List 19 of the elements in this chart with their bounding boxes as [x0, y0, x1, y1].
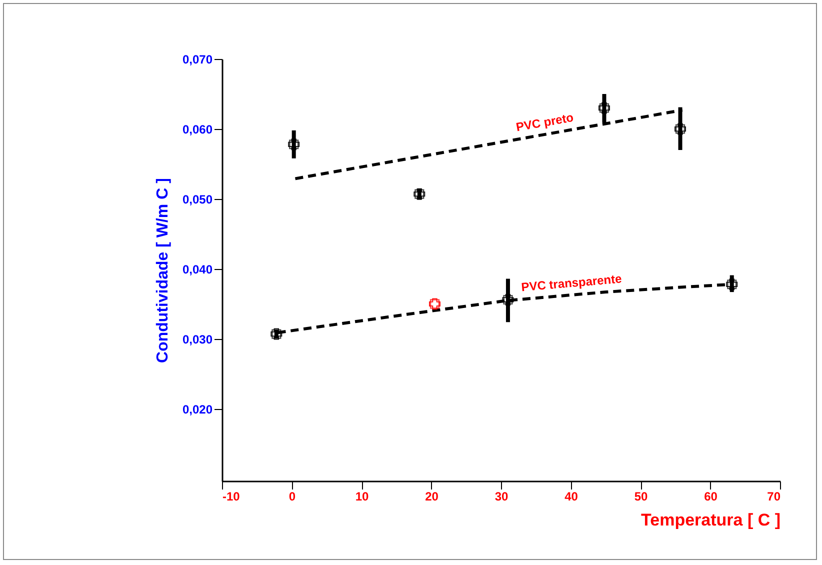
- x-tick-label: 40: [564, 490, 578, 504]
- y-tick-label: 0,070: [182, 52, 213, 66]
- x-tick-label: -10: [222, 490, 240, 504]
- x-tick-label: 70: [767, 490, 781, 504]
- x-tick-label: 60: [704, 490, 718, 504]
- y-tick-label: 0,040: [182, 262, 213, 276]
- x-tick-label: 30: [494, 490, 508, 504]
- y-tick-label: 0,020: [182, 402, 213, 416]
- x-tick-label: 50: [634, 490, 648, 504]
- x-tick-label: 10: [355, 490, 369, 504]
- y-tick-label: 0,060: [182, 122, 213, 136]
- y-tick-label: 0,030: [182, 332, 213, 346]
- x-tick-label: 20: [425, 490, 439, 504]
- x-axis-title: Temperatura [ C ]: [641, 510, 780, 530]
- text: PVC preto: [514, 110, 575, 134]
- y-tick-label: 0,050: [182, 192, 213, 206]
- x-tick-label: 0: [288, 490, 296, 504]
- y-axis-title: Condutividade [ W/m C ]: [154, 178, 172, 363]
- series-label: PVC transparente: [520, 272, 623, 294]
